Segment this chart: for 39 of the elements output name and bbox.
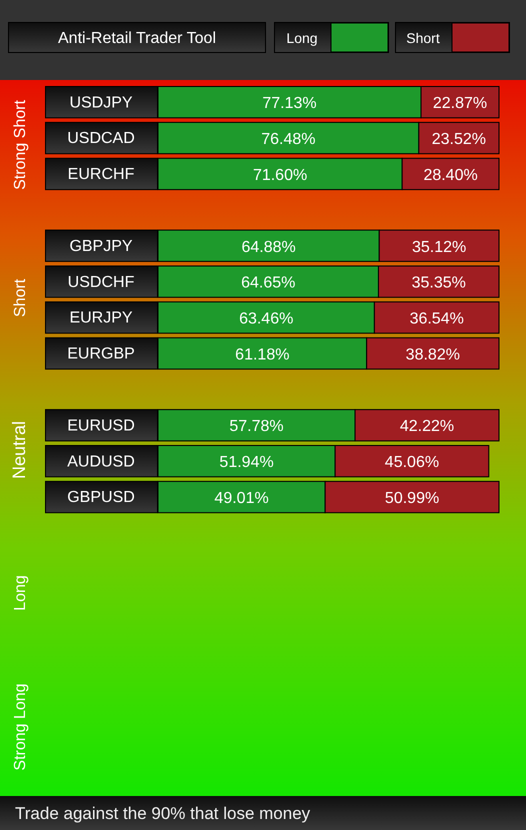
legend-label: Short	[406, 30, 440, 46]
data-label: 23.52%	[432, 131, 486, 148]
data-label: 28.40%	[423, 166, 478, 184]
data-label: 35.35%	[412, 274, 466, 292]
data-label: 63.46%	[239, 310, 294, 328]
data-label: 49.01%	[214, 490, 269, 508]
data-label: 50.99%	[384, 490, 440, 508]
text: Short	[12, 278, 29, 318]
y-tick-label: GBPJPY	[69, 238, 133, 255]
text: Neutral	[9, 420, 29, 480]
data-label: 61.18%	[235, 346, 290, 364]
y-tick-label: EURGBP	[67, 346, 135, 363]
data-label: 38.82%	[406, 346, 460, 364]
text: Trade against the 90% that lose money	[15, 804, 311, 823]
y-tick-label: USDCAD	[67, 130, 135, 148]
y-tick-label: AUDUSD	[67, 453, 135, 470]
y-tick-label: EURUSD	[67, 417, 135, 434]
y-tick-label: EURJPY	[69, 310, 133, 327]
data-label: 42.22%	[400, 418, 454, 436]
data-label: 22.87%	[432, 95, 488, 112]
data-label: 64.65%	[241, 274, 296, 292]
legend-label: Long	[286, 30, 318, 46]
y-tick-label: USDJPY	[69, 94, 133, 112]
text: Strong Long	[12, 683, 29, 771]
text: Long	[12, 575, 29, 611]
data-label: 45.06%	[384, 454, 440, 472]
text: Strong Short	[12, 100, 29, 190]
data-label: 36.54%	[410, 310, 464, 328]
data-label: 35.12%	[412, 238, 466, 256]
y-tick-label: GBPUSD	[67, 489, 135, 506]
data-label: 76.48%	[261, 131, 316, 148]
y-tick-label: EURCHF	[68, 166, 135, 184]
data-label: 64.88%	[241, 238, 296, 256]
y-tick-label: USDCHF	[68, 274, 135, 291]
data-label: 71.60%	[252, 166, 308, 184]
data-label: 51.94%	[219, 454, 274, 472]
data-label: 57.78%	[229, 418, 284, 436]
chart-title: Anti-Retail Trader Tool	[58, 30, 216, 47]
data-label: 77.13%	[262, 95, 317, 112]
